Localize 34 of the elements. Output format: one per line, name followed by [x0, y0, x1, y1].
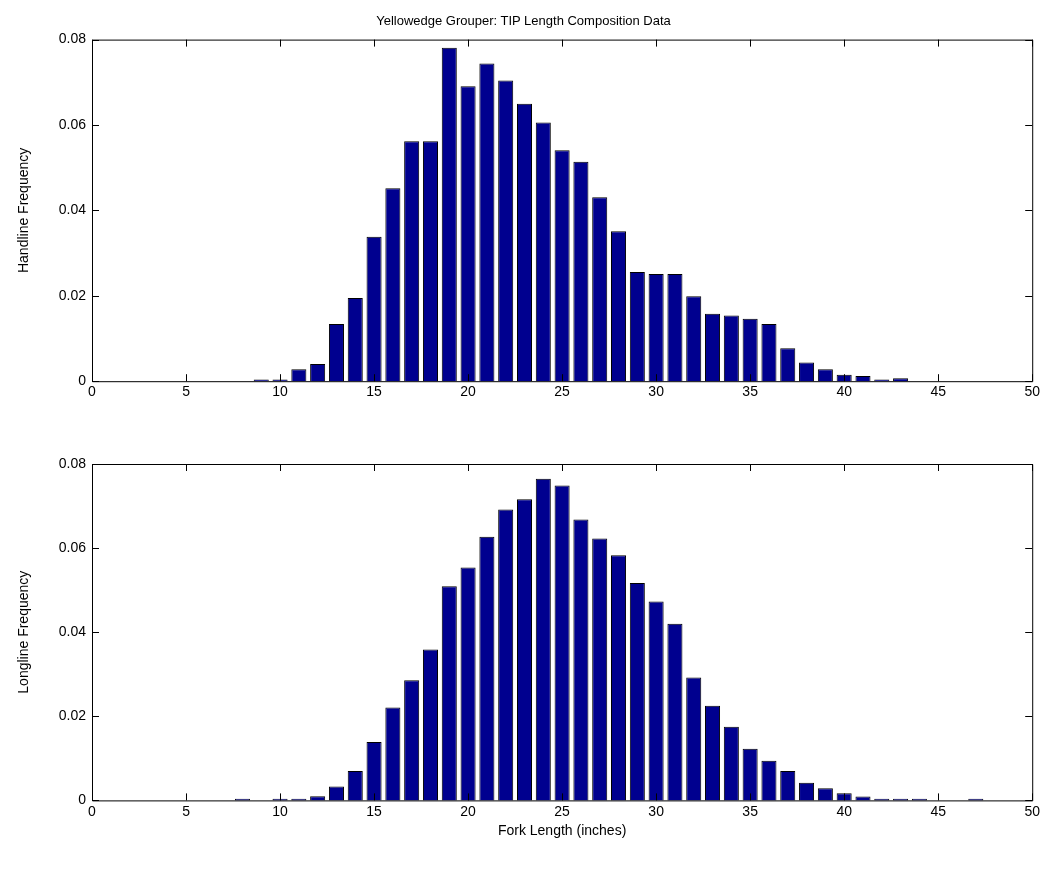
x-tick-label: 45	[930, 383, 947, 400]
x-tick-label: 30	[648, 802, 665, 819]
x-tick-label: 40	[836, 802, 853, 819]
y-tick-label: 0.02	[58, 286, 87, 303]
x-tick-label: 30	[648, 383, 665, 400]
y-tick-label: 0.08	[58, 454, 87, 471]
y-tick-label: 0	[78, 372, 87, 389]
x-tick-label: 35	[742, 802, 759, 819]
x-tick-label: 10	[272, 802, 289, 819]
y-tick-label: 0.08	[58, 30, 87, 47]
x-tick-label: 5	[182, 383, 191, 400]
x-axis-title: Fork Length (inches)	[497, 822, 627, 839]
x-tick-label: 10	[272, 383, 289, 400]
x-tick-label: 50	[1024, 802, 1041, 819]
x-tick-label: 20	[460, 383, 477, 400]
chart-title: Yellowedge Grouper: TIP Length Composition Data	[376, 13, 672, 29]
y-tick-label: 0.04	[58, 201, 87, 218]
y-tick-label: 0.06	[58, 115, 87, 132]
y-tick-label: 0.06	[58, 538, 87, 555]
x-tick-label: 5	[182, 802, 191, 819]
y-axis-title: Handline Frequency	[15, 147, 32, 274]
x-tick-label: 15	[366, 802, 383, 819]
x-tick-label: 40	[836, 383, 853, 400]
y-tick-label: 0.04	[58, 623, 87, 640]
x-tick-label: 15	[366, 383, 383, 400]
y-tick-label: 0.02	[58, 707, 87, 724]
x-tick-label: 35	[742, 383, 759, 400]
y-tick-label: 0	[78, 791, 87, 808]
x-tick-label: 25	[554, 802, 571, 819]
x-tick-label: 25	[554, 383, 571, 400]
x-tick-label: 50	[1024, 383, 1041, 400]
y-axis-title: Longline Frequency	[15, 570, 32, 694]
x-tick-label: 45	[930, 802, 947, 819]
x-tick-label: 20	[460, 802, 477, 819]
